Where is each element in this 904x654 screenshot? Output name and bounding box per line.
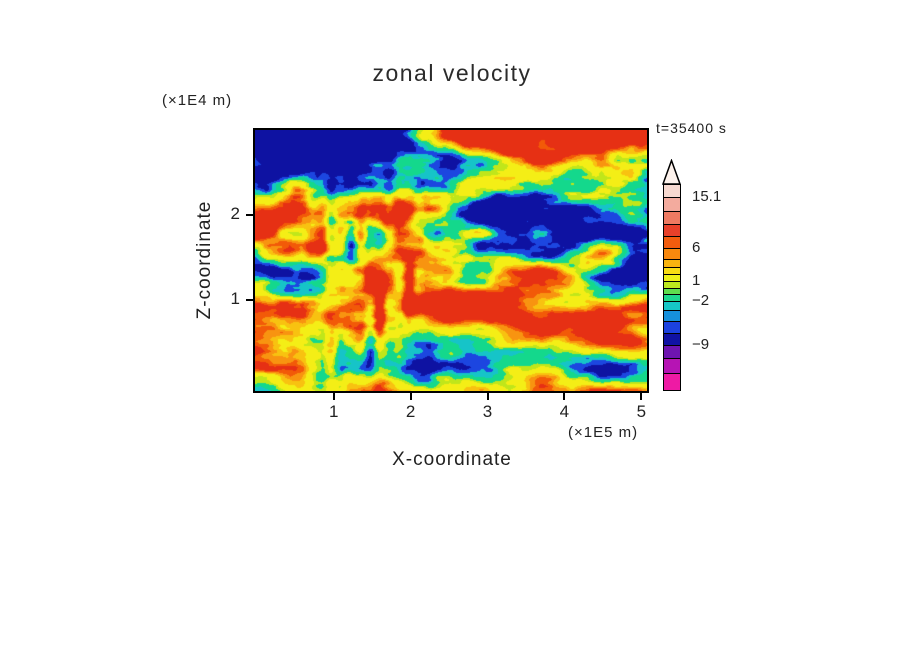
colorbar-segment — [664, 321, 680, 333]
colorbar-segment — [664, 267, 680, 274]
heatmap-field — [255, 130, 647, 391]
colorbar-segment — [664, 294, 680, 301]
colorbar-segment — [664, 345, 680, 358]
y-tick — [246, 299, 253, 302]
y-axis-unit-label: (×1E4 m) — [162, 92, 233, 109]
x-tick — [409, 393, 412, 400]
plot-frame — [253, 128, 649, 393]
colorbar-level-label: −9 — [692, 336, 710, 353]
colorbar-segment — [664, 281, 680, 288]
x-tick — [486, 393, 489, 400]
colorbar-level-label: −2 — [692, 292, 710, 309]
y-tick-label: 2 — [230, 203, 240, 223]
x-axis-unit-label: (×1E5 m) — [568, 424, 639, 441]
y-tick — [246, 213, 253, 216]
x-tick-label: 5 — [636, 402, 647, 421]
colorbar-segment — [664, 274, 680, 281]
colorbar-segment — [664, 236, 680, 248]
colorbar — [663, 184, 681, 391]
colorbar-segment — [664, 373, 680, 390]
colorbar-segment — [664, 211, 680, 224]
time-annotation: t=35400 s — [656, 120, 727, 136]
x-tick-label: 1 — [329, 402, 339, 421]
colorbar-segment — [664, 224, 680, 236]
x-tick-label: 3 — [482, 402, 493, 421]
colorbar-segment — [664, 358, 680, 373]
y-tick-label: 1 — [230, 289, 240, 309]
x-tick — [563, 393, 566, 400]
colorbar-segment — [664, 185, 680, 197]
x-tick-label: 2 — [405, 402, 416, 421]
colorbar-level-label: 6 — [692, 239, 701, 256]
chart-title: zonal velocity — [372, 60, 532, 86]
colorbar-segment — [664, 197, 680, 211]
x-tick — [332, 393, 335, 400]
colorbar-level-label: 15.1 — [692, 188, 722, 205]
colorbar-segment — [664, 301, 680, 310]
colorbar-level-label: 1 — [692, 272, 701, 289]
x-tick-label: 4 — [559, 402, 570, 421]
colorbar-segment — [664, 248, 680, 259]
colorbar-segment — [664, 288, 680, 294]
colorbar-tip-icon — [661, 159, 682, 185]
colorbar-segment — [664, 259, 680, 267]
x-axis-title: X-coordinate — [392, 449, 512, 470]
colorbar-segment — [664, 310, 680, 321]
colorbar-segment — [664, 333, 680, 345]
x-tick — [640, 393, 643, 400]
